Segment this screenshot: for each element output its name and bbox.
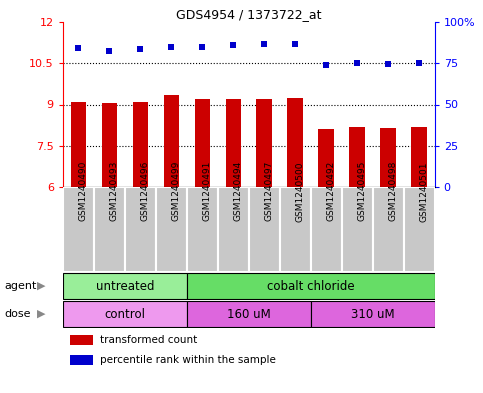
Point: [260, 41, 268, 47]
Point: [74, 45, 82, 51]
Bar: [63, 187, 94, 272]
Text: GSM1240493: GSM1240493: [109, 161, 118, 221]
Bar: [412, 127, 427, 187]
Point: [291, 41, 299, 47]
Point: [354, 60, 361, 66]
Bar: [287, 97, 303, 187]
Bar: [101, 103, 117, 187]
Point: [322, 61, 330, 68]
Point: [415, 60, 423, 66]
Bar: [70, 335, 93, 345]
Bar: [381, 128, 396, 187]
Text: percentile rank within the sample: percentile rank within the sample: [100, 355, 276, 365]
Text: cobalt chloride: cobalt chloride: [267, 279, 355, 292]
Text: transformed count: transformed count: [100, 335, 197, 345]
Text: GSM1240500: GSM1240500: [295, 161, 304, 222]
Bar: [63, 273, 187, 299]
Text: GSM1240490: GSM1240490: [78, 161, 87, 221]
Bar: [156, 187, 187, 272]
Text: GSM1240497: GSM1240497: [264, 161, 273, 221]
Text: 160 uM: 160 uM: [227, 307, 270, 321]
Text: GSM1240498: GSM1240498: [388, 161, 397, 221]
Point: [105, 48, 113, 54]
Bar: [195, 99, 210, 187]
Text: ▶: ▶: [37, 309, 45, 319]
Bar: [404, 187, 435, 272]
Text: GSM1240491: GSM1240491: [202, 161, 211, 221]
Point: [136, 46, 144, 53]
Bar: [187, 187, 218, 272]
Bar: [164, 95, 179, 187]
Text: GSM1240501: GSM1240501: [419, 161, 428, 222]
Bar: [71, 102, 86, 187]
Text: agent: agent: [5, 281, 37, 291]
Bar: [70, 355, 93, 365]
Bar: [218, 187, 249, 272]
Text: GSM1240492: GSM1240492: [326, 161, 335, 221]
Text: control: control: [104, 307, 145, 321]
Bar: [256, 99, 272, 187]
Text: GSM1240495: GSM1240495: [357, 161, 366, 221]
Text: GSM1240494: GSM1240494: [233, 161, 242, 221]
Title: GDS4954 / 1373722_at: GDS4954 / 1373722_at: [176, 8, 322, 21]
Bar: [187, 273, 435, 299]
Bar: [311, 187, 342, 272]
Bar: [125, 187, 156, 272]
Bar: [226, 99, 241, 187]
Text: GSM1240496: GSM1240496: [140, 161, 149, 221]
Text: 310 uM: 310 uM: [351, 307, 395, 321]
Text: GSM1240499: GSM1240499: [171, 161, 180, 221]
Bar: [311, 301, 435, 327]
Bar: [373, 187, 404, 272]
Point: [199, 44, 206, 50]
Text: dose: dose: [5, 309, 31, 319]
Bar: [249, 187, 280, 272]
Bar: [94, 187, 125, 272]
Point: [229, 42, 237, 48]
Bar: [132, 102, 148, 187]
Text: untreated: untreated: [96, 279, 154, 292]
Bar: [342, 187, 373, 272]
Point: [384, 61, 392, 67]
Text: ▶: ▶: [37, 281, 45, 291]
Bar: [187, 301, 311, 327]
Bar: [318, 129, 334, 187]
Bar: [280, 187, 311, 272]
Bar: [350, 127, 365, 187]
Bar: [63, 301, 187, 327]
Point: [168, 44, 175, 50]
